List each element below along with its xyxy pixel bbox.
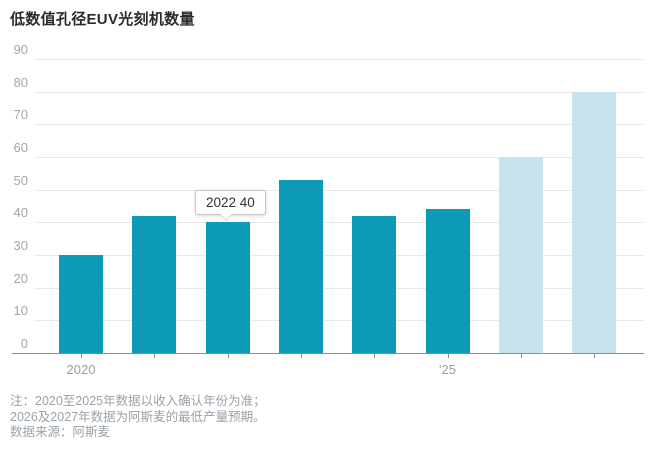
gridline-20	[34, 287, 644, 289]
y-axis-label-90: 90	[13, 42, 28, 57]
y-axis-label-20: 20	[13, 270, 28, 286]
data-source: 数据来源：阿斯麦	[10, 425, 111, 439]
gridline-60	[34, 157, 644, 158]
y-axis-label-60: 60	[13, 140, 28, 155]
x-tick-2020	[81, 354, 82, 358]
y-axis-label-0: 0	[20, 336, 28, 351]
tooltip: 2022 40	[195, 190, 266, 221]
footnote-line-2: 2026及2027年数据为阿斯麦的最低产量预期。	[10, 409, 266, 424]
y-axis-label-30: 30	[13, 238, 28, 253]
tooltip-pointer-fill	[220, 214, 232, 220]
bar-2021[interactable]	[132, 215, 177, 353]
x-tick-2024	[374, 354, 376, 358]
footnote-line-1: 注：2020至2025年数据以收入确认年份为准；	[10, 394, 266, 408]
gridline-30	[34, 255, 644, 256]
bar-2023[interactable]	[278, 179, 323, 353]
y-axis-label-50: 50	[13, 172, 28, 188]
bar-2026[interactable]	[498, 157, 543, 353]
bar-2022[interactable]	[205, 222, 250, 353]
x-tick-2026	[520, 354, 522, 358]
gridline-70	[34, 124, 644, 126]
x-tick-2027	[594, 354, 596, 358]
x-axis-label-2020: 2020	[66, 362, 96, 377]
y-axis-label-40: 40	[13, 205, 28, 221]
x-tick-2022	[227, 354, 229, 358]
bar-2027[interactable]	[572, 91, 617, 353]
y-axis-label-10: 10	[13, 303, 28, 319]
x-axis-line	[12, 353, 644, 354]
x-tick-2025	[447, 354, 449, 358]
x-tick-2021	[154, 354, 156, 358]
bar-2020[interactable]	[59, 255, 103, 353]
bar-2024[interactable]	[352, 215, 397, 353]
tooltip-text: 2022 40	[206, 195, 255, 210]
bar-2025[interactable]	[425, 209, 470, 353]
gridline-10	[34, 320, 644, 322]
gridline-50	[34, 189, 644, 191]
bar-chart-plot: 0 10 20 30 40 50 60 70 80 90 2020 '25	[12, 42, 644, 377]
gridline-80	[34, 91, 644, 93]
x-tick-2023	[300, 354, 302, 358]
gridline-40	[34, 222, 644, 224]
y-axis-label-80: 80	[13, 74, 28, 90]
footnote-block: 注：2020至2025年数据以收入确认年份为准； 2026及2027年数据为阿斯…	[10, 394, 266, 441]
y-axis-label-70: 70	[13, 107, 28, 123]
gridline-90	[34, 59, 644, 60]
x-axis-label-25: '25	[439, 362, 456, 377]
chart-title: 低数值孔径EUV光刻机数量	[10, 11, 195, 28]
